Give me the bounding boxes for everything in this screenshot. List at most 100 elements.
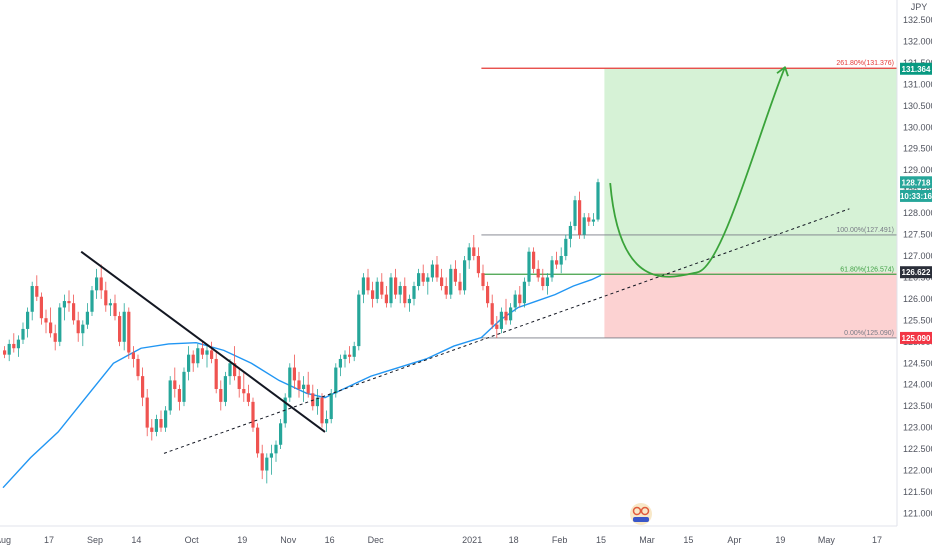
- candle: [81, 320, 85, 347]
- projection-arrow[interactable]: [609, 66, 789, 278]
- candle: [279, 419, 283, 450]
- candle: [3, 346, 7, 359]
- candle-body: [412, 286, 416, 299]
- candle-body: [118, 316, 122, 342]
- candle-body: [67, 301, 71, 304]
- candle: [127, 307, 131, 359]
- candle-body: [99, 277, 103, 291]
- price-tick: 127.000: [903, 251, 932, 261]
- candle-body: [177, 388, 181, 402]
- candle-body: [187, 354, 191, 372]
- candle: [352, 341, 356, 362]
- logo-ring-left: [632, 506, 642, 516]
- candle-body: [104, 290, 108, 306]
- candle: [398, 281, 402, 304]
- candle: [302, 376, 306, 402]
- candle: [486, 281, 490, 308]
- candle: [62, 294, 66, 321]
- candle: [315, 388, 319, 415]
- stop-zone: [604, 272, 897, 338]
- price-axis[interactable]: JPY 121.000 121.500 122.000 122.500 123.000 12…: [896, 0, 932, 526]
- candle-body: [251, 401, 255, 428]
- candle-body: [246, 393, 250, 402]
- candle: [499, 307, 503, 334]
- trendlines[interactable]: [80, 208, 850, 454]
- candle-body: [58, 307, 62, 342]
- candle-body: [173, 380, 177, 389]
- candle-body: [26, 311, 30, 329]
- candle: [200, 341, 204, 359]
- candle: [389, 273, 393, 308]
- price-tick: 123.000: [903, 423, 932, 433]
- price-tick: 123.500: [903, 401, 932, 411]
- price-tag: 125.090: [900, 331, 932, 344]
- candle: [371, 281, 375, 308]
- candle: [582, 213, 586, 239]
- candle: [223, 371, 227, 407]
- price-tag-text: 126.622: [902, 268, 931, 277]
- candle-body: [329, 393, 333, 420]
- projection-curve: [609, 66, 786, 278]
- time-tick: 18: [509, 535, 519, 545]
- candle: [513, 290, 517, 312]
- candle-body: [357, 294, 361, 347]
- candle: [118, 311, 122, 347]
- candle-body: [389, 277, 393, 304]
- candle-body: [348, 354, 352, 357]
- projection-arrowhead: [776, 66, 789, 77]
- candle: [246, 384, 250, 407]
- price-tick: 121.000: [903, 508, 932, 518]
- candle: [578, 191, 582, 239]
- candle: [182, 367, 186, 407]
- price-tag: 10:33:16: [900, 189, 932, 202]
- candle: [113, 294, 117, 321]
- time-axis[interactable]: Aug 17 Sep 14 Oct 19 Nov 16 Dec 2021 18 Feb 15 Mar 15 A…: [0, 525, 897, 545]
- candle: [403, 277, 407, 308]
- candle-body: [210, 350, 214, 359]
- candle: [384, 286, 388, 308]
- candle-body: [39, 296, 43, 319]
- candle-body: [242, 388, 246, 394]
- candle: [375, 277, 379, 304]
- price-tag-bg: [900, 176, 932, 189]
- candle: [256, 423, 260, 458]
- candle: [343, 350, 347, 368]
- candle-body: [440, 277, 444, 287]
- candle: [550, 255, 554, 282]
- candle: [297, 371, 301, 398]
- candle-body: [338, 358, 342, 368]
- time-tick: Nov: [280, 535, 297, 545]
- candle-body: [85, 311, 89, 325]
- candle-body: [113, 303, 117, 317]
- time-tick: Oct: [185, 535, 200, 545]
- candle-body: [90, 290, 94, 312]
- price-tick: 130.000: [903, 122, 932, 132]
- candle: [104, 281, 108, 312]
- price-tick: 132.500: [903, 15, 932, 25]
- candle-body: [596, 182, 600, 220]
- candle: [122, 303, 126, 351]
- candle: [555, 251, 559, 269]
- candle-body: [426, 277, 430, 282]
- candle-body: [522, 281, 526, 304]
- candle: [495, 316, 499, 338]
- candle-body: [159, 419, 163, 428]
- candle: [357, 290, 361, 351]
- candle-body: [407, 298, 411, 304]
- candle: [407, 294, 411, 312]
- candle: [99, 264, 103, 299]
- candle-body: [320, 397, 324, 424]
- price-tick: 124.500: [903, 358, 932, 368]
- candle-body: [486, 286, 490, 304]
- candle: [311, 384, 315, 411]
- candle: [16, 335, 20, 357]
- candle-body: [122, 311, 126, 342]
- candle-body: [182, 371, 186, 402]
- candle-body: [472, 247, 476, 256]
- candle-body: [398, 286, 402, 295]
- price-tick: 121.500: [903, 487, 932, 497]
- candle-body: [274, 444, 278, 454]
- candle-body: [3, 350, 7, 355]
- candle-body: [191, 354, 195, 364]
